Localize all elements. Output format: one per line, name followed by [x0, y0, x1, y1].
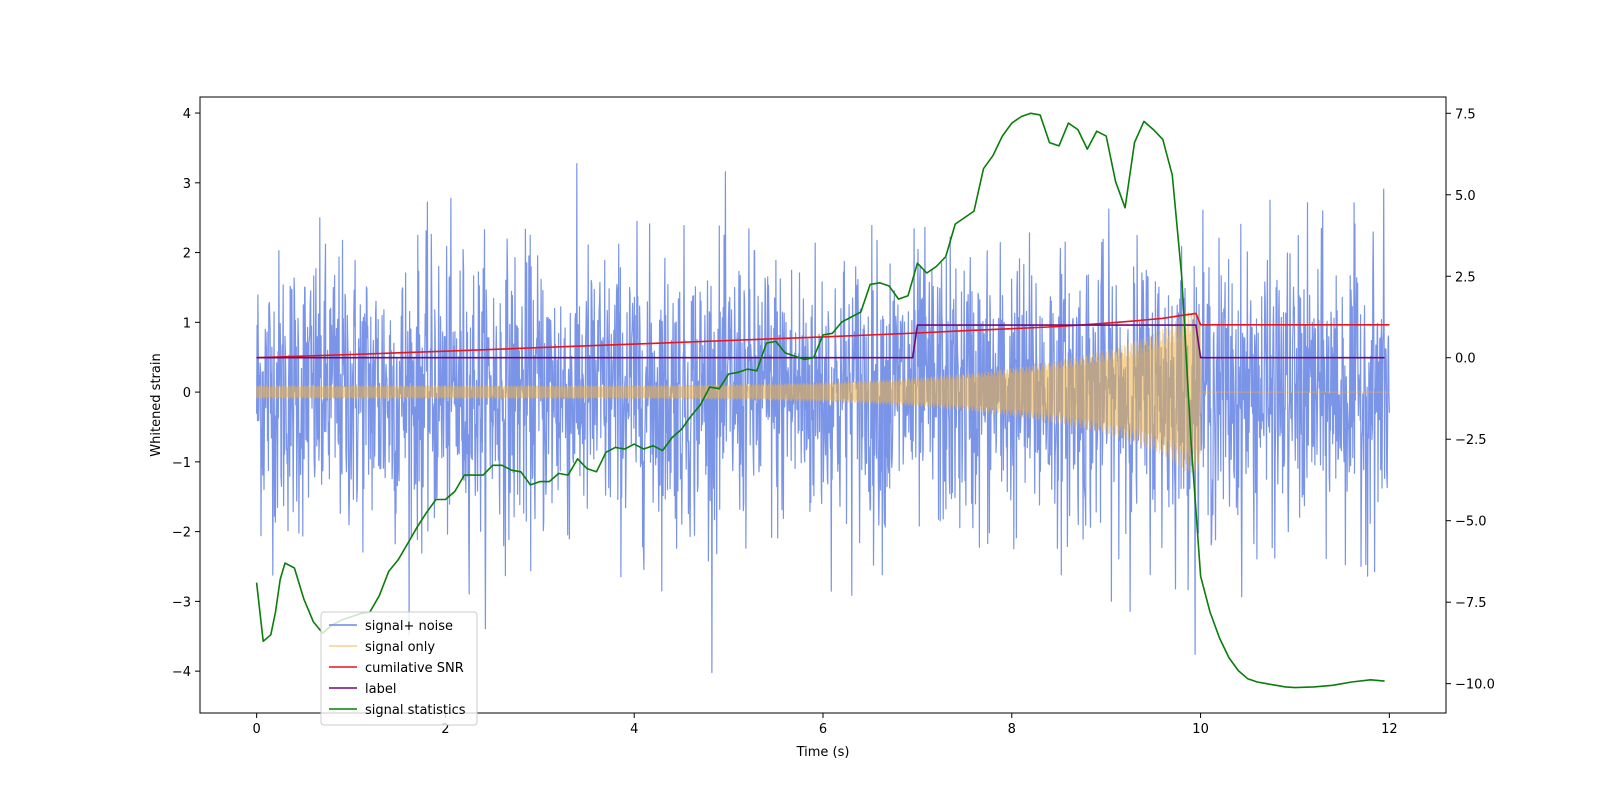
- x-tick-label: 10: [1192, 722, 1209, 737]
- y2-tick-label: −5.0: [1455, 515, 1487, 530]
- x-tick-label: 6: [819, 722, 827, 737]
- y-tick-label: −4: [172, 665, 191, 680]
- y2-tick-label: −10.0: [1455, 678, 1495, 693]
- legend-label: label: [365, 682, 396, 697]
- y2-tick-label: −2.5: [1455, 433, 1487, 448]
- y2-tick-label: 5.0: [1455, 189, 1476, 204]
- y-tick-label: 4: [183, 107, 191, 122]
- legend-label: cumilative SNR: [365, 661, 464, 676]
- y2-tick-label: −7.5: [1455, 596, 1487, 611]
- y2-axis-ticks: −10.0 −7.5 −5.0 −2.5 0.0 2.5 5.0 7.5: [1446, 107, 1495, 693]
- x-axis-label: Time (s): [796, 745, 850, 760]
- x-tick-label: 4: [630, 722, 638, 737]
- x-tick-label: 0: [252, 722, 260, 737]
- legend-box: [320, 611, 478, 726]
- series-line-1: [256, 311, 1390, 473]
- y-tick-label: 3: [183, 177, 191, 192]
- y-tick-label: −3: [172, 595, 191, 610]
- y-tick-label: −2: [172, 526, 191, 541]
- legend-label: signal+ noise: [365, 619, 453, 634]
- x-tick-label: 2: [441, 722, 449, 737]
- y-tick-label: 2: [183, 247, 191, 262]
- series-layer: [255, 112, 1390, 689]
- y2-tick-label: 0.0: [1455, 352, 1476, 367]
- x-tick-label: 8: [1008, 722, 1016, 737]
- legend-label: signal only: [365, 640, 435, 655]
- y-tick-label: −1: [172, 456, 191, 471]
- legend: signal+ noise signal only cumilative SNR la…: [320, 611, 478, 726]
- y2-tick-label: 7.5: [1455, 107, 1476, 122]
- y-axis-ticks: −4 −3 −2 −1 0 1 2 3 4: [172, 107, 200, 680]
- y-axis-label: Whitened strain: [149, 353, 164, 456]
- y-tick-label: 0: [183, 386, 191, 401]
- series-line-4: [255, 112, 1385, 689]
- y2-tick-label: 2.5: [1455, 270, 1476, 285]
- legend-label: signal statistics: [365, 703, 466, 718]
- series-line-3: [256, 324, 1385, 359]
- x-tick-label: 12: [1381, 722, 1398, 737]
- y-tick-label: 1: [183, 316, 191, 331]
